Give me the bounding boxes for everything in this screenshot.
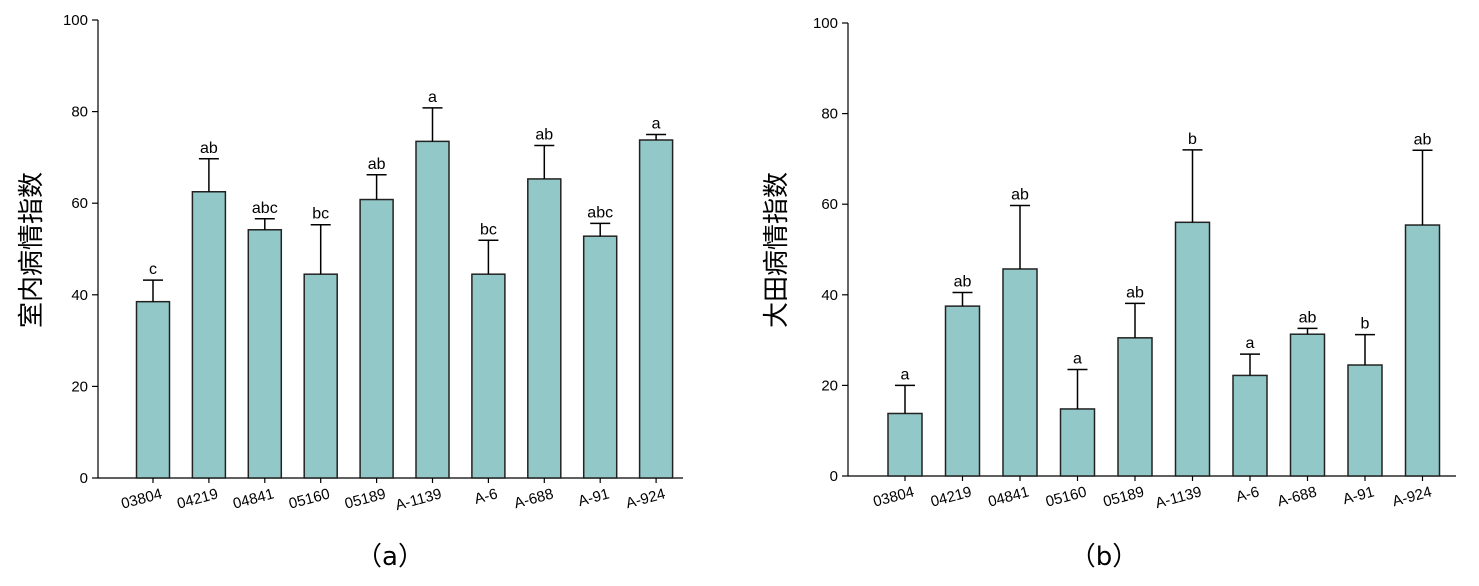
bar <box>1174 221 1211 477</box>
significance-label: abc <box>587 204 613 221</box>
x-tick-label: A-6 <box>1234 483 1261 505</box>
y-tick-label: 0 <box>80 470 88 487</box>
x-tick-label: 03804 <box>871 483 916 510</box>
significance-label: ab <box>954 274 972 291</box>
panel-label: （b） <box>1070 542 1139 572</box>
y-axis-title: 室内病情指数 <box>17 172 47 328</box>
bar <box>1002 268 1038 477</box>
significance-label: ab <box>368 156 386 173</box>
significance-label: ab <box>1299 309 1317 326</box>
y-tick-label: 80 <box>71 104 88 121</box>
x-tick-label: 03804 <box>119 485 164 512</box>
panel-label: （a） <box>356 542 424 572</box>
x-tick-label: 04219 <box>929 483 974 510</box>
bar <box>944 305 981 477</box>
x-tick-label: 05160 <box>287 485 332 512</box>
significance-label: ab <box>200 140 218 157</box>
x-tick-label: 05189 <box>1101 483 1146 510</box>
y-tick-label: 60 <box>821 196 838 213</box>
bar <box>1059 408 1096 477</box>
x-tick-label: A-91 <box>1341 483 1376 508</box>
significance-label: a <box>1073 351 1082 368</box>
bar <box>415 140 450 479</box>
y-tick-label: 40 <box>821 287 838 304</box>
bar <box>135 300 171 479</box>
x-tick-label: 04841 <box>986 483 1031 510</box>
y-axis-title: 大田病情指数 <box>762 172 792 328</box>
x-tick-label: A-688 <box>1275 483 1318 510</box>
y-tick-label: 80 <box>821 106 838 123</box>
x-tick-label: A-924 <box>624 485 667 512</box>
significance-label: ab <box>535 126 553 143</box>
significance-label: a <box>428 89 437 106</box>
y-tick-label: 100 <box>813 15 838 32</box>
bar <box>471 273 506 479</box>
bar <box>527 178 562 479</box>
y-tick-label: 40 <box>71 287 88 304</box>
x-tick-label: A-1139 <box>1153 483 1203 512</box>
x-tick-label: A-6 <box>472 485 499 507</box>
significance-label: ab <box>1011 187 1029 204</box>
x-tick-label: 04841 <box>231 485 276 512</box>
x-tick-label: 04219 <box>175 485 220 512</box>
bar <box>638 139 674 479</box>
significance-label: a <box>901 366 910 383</box>
x-tick-label: 05189 <box>343 485 388 512</box>
y-tick-label: 100 <box>63 12 88 29</box>
y-tick-label: 60 <box>71 195 88 212</box>
x-tick-label: A-924 <box>1390 483 1433 510</box>
y-tick-label: 20 <box>71 378 88 395</box>
significance-label: ab <box>1126 284 1144 301</box>
significance-label: b <box>1188 131 1197 148</box>
bar <box>191 191 227 479</box>
significance-label: c <box>149 261 157 278</box>
bar <box>887 412 923 477</box>
bar <box>1289 333 1326 477</box>
y-tick-label: 20 <box>821 377 838 394</box>
bar <box>1404 224 1441 477</box>
significance-label: bc <box>480 221 497 238</box>
x-tick-label: A-91 <box>576 485 611 510</box>
bar <box>303 273 338 479</box>
chart-panel-b: 020406080100大田病情指数a03804ab04219ab04841a0… <box>762 15 1456 572</box>
significance-label: ab <box>1414 131 1432 148</box>
bar <box>1117 337 1153 477</box>
x-tick-label: A-688 <box>512 485 555 512</box>
significance-label: a <box>652 116 661 133</box>
x-tick-label: 05160 <box>1044 483 1089 510</box>
bar <box>247 229 283 479</box>
bar <box>582 235 618 479</box>
significance-label: b <box>1361 316 1370 333</box>
bar <box>1347 364 1383 477</box>
significance-label: a <box>1246 335 1255 352</box>
x-tick-label: A-1139 <box>393 485 443 514</box>
bar <box>359 198 394 479</box>
significance-label: bc <box>312 206 329 223</box>
y-tick-label: 0 <box>830 468 838 485</box>
bar <box>1232 374 1268 477</box>
significance-label: abc <box>252 200 278 217</box>
